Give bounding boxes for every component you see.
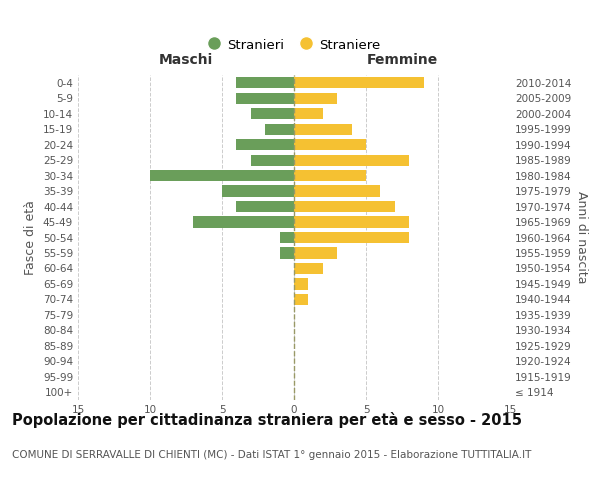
Y-axis label: Fasce di età: Fasce di età <box>25 200 37 275</box>
Bar <box>294 154 409 166</box>
Bar <box>251 108 294 120</box>
Bar <box>294 170 366 181</box>
Text: COMUNE DI SERRAVALLE DI CHIENTI (MC) - Dati ISTAT 1° gennaio 2015 - Elaborazione: COMUNE DI SERRAVALLE DI CHIENTI (MC) - D… <box>12 450 532 460</box>
Bar <box>236 201 294 212</box>
Bar <box>193 216 294 228</box>
Bar <box>236 77 294 88</box>
Legend: Stranieri, Straniere: Stranieri, Straniere <box>202 33 386 57</box>
Bar <box>294 139 366 150</box>
Bar <box>150 170 294 181</box>
Bar <box>294 278 308 289</box>
Text: Popolazione per cittadinanza straniera per età e sesso - 2015: Popolazione per cittadinanza straniera p… <box>12 412 522 428</box>
Bar <box>294 216 409 228</box>
Bar <box>294 294 308 305</box>
Bar <box>294 108 323 120</box>
Text: Femmine: Femmine <box>367 54 437 68</box>
Bar <box>294 77 424 88</box>
Bar <box>265 124 294 134</box>
Bar <box>236 139 294 150</box>
Bar <box>251 154 294 166</box>
Bar <box>280 248 294 258</box>
Bar <box>294 263 323 274</box>
Y-axis label: Anni di nascita: Anni di nascita <box>575 191 588 284</box>
Bar <box>280 232 294 243</box>
Bar <box>294 124 352 134</box>
Bar <box>294 92 337 104</box>
Bar <box>236 92 294 104</box>
Text: Maschi: Maschi <box>159 54 213 68</box>
Bar <box>222 186 294 196</box>
Bar <box>294 201 395 212</box>
Bar <box>294 186 380 196</box>
Bar <box>294 232 409 243</box>
Bar <box>294 248 337 258</box>
